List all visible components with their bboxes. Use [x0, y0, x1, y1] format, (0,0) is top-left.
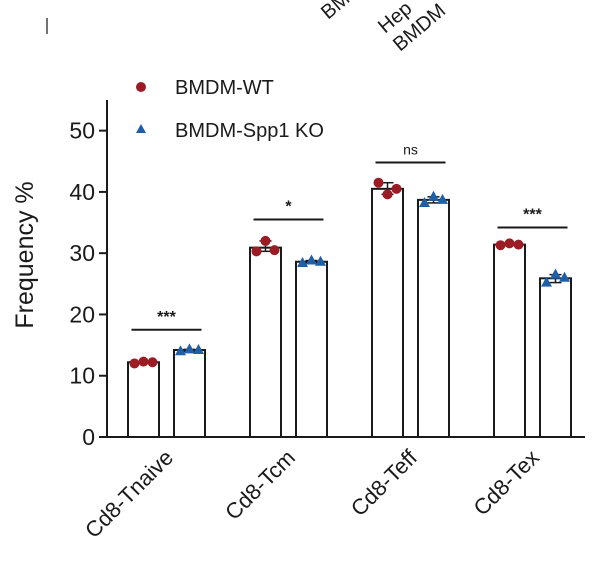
data-point: [315, 255, 326, 266]
data-point: [306, 254, 317, 265]
significance-label: ***: [157, 309, 176, 326]
x-tick-label: Cd8-Tex: [468, 445, 544, 521]
data-point: [129, 358, 140, 369]
x-tick-label: Cd8-Teff: [346, 444, 423, 521]
data-point: [147, 357, 158, 368]
y-axis-label: Frequency %: [11, 181, 39, 328]
data-point: [513, 239, 524, 250]
data-point: [193, 343, 204, 354]
bar: [371, 187, 404, 438]
significance-annotations: ****ns***: [131, 141, 568, 331]
bars: [127, 177, 572, 439]
data-point: [251, 246, 262, 257]
y-tick-label: 10: [69, 363, 95, 389]
data-point: [184, 343, 195, 354]
bar: [539, 277, 572, 439]
data-point: [541, 276, 552, 287]
data-point: [373, 177, 384, 188]
legend-marker-ko: [136, 124, 146, 133]
data-point: [269, 245, 280, 256]
significance-label: *: [285, 198, 292, 215]
data-point: [437, 193, 448, 204]
data-point: [550, 268, 561, 279]
bar: [127, 361, 160, 439]
significance-label: ns: [403, 141, 418, 157]
data-point: [382, 189, 393, 200]
bar: [173, 348, 206, 439]
bar: [295, 260, 328, 439]
y-tick-label: 40: [69, 179, 95, 205]
x-tick-label: Cd8-Tnaive: [80, 445, 178, 543]
legend-label-wt: BMDM-WT: [175, 77, 274, 99]
significance-label: ***: [523, 206, 542, 223]
y-tick-label: 30: [69, 240, 95, 266]
y-tick-label: 0: [82, 424, 95, 450]
y-tick-label: 20: [69, 301, 95, 327]
legend-marker-wt: [136, 82, 146, 92]
data-point: [559, 271, 570, 282]
data-point: [175, 345, 186, 356]
data-point: [504, 238, 515, 249]
x-tick-labels: Cd8-Tnaive Cd8-Tcm Cd8-Teff Cd8-Tex: [80, 444, 544, 543]
data-point: [419, 196, 430, 207]
legend-label-ko: BMDM-Spp1 KO: [175, 120, 324, 142]
bar: [493, 243, 526, 438]
data-point: [495, 240, 506, 251]
axes: 0 10 20 30 40 50: [69, 100, 585, 450]
y-tick-label: 50: [69, 118, 95, 144]
data-point: [391, 183, 402, 194]
legend: BMDM-WT BMDM-Spp1 KO: [136, 77, 324, 142]
data-point: [297, 256, 308, 267]
header-fragment-1: BM: [317, 0, 354, 24]
bar: [249, 246, 282, 438]
data-point: [260, 235, 271, 246]
bar: [417, 198, 450, 438]
x-tick-label: Cd8-Tcm: [220, 445, 300, 525]
data-point: [138, 356, 149, 367]
data-point: [428, 190, 439, 201]
header-fragments: BM Hep BMDM: [317, 0, 450, 56]
